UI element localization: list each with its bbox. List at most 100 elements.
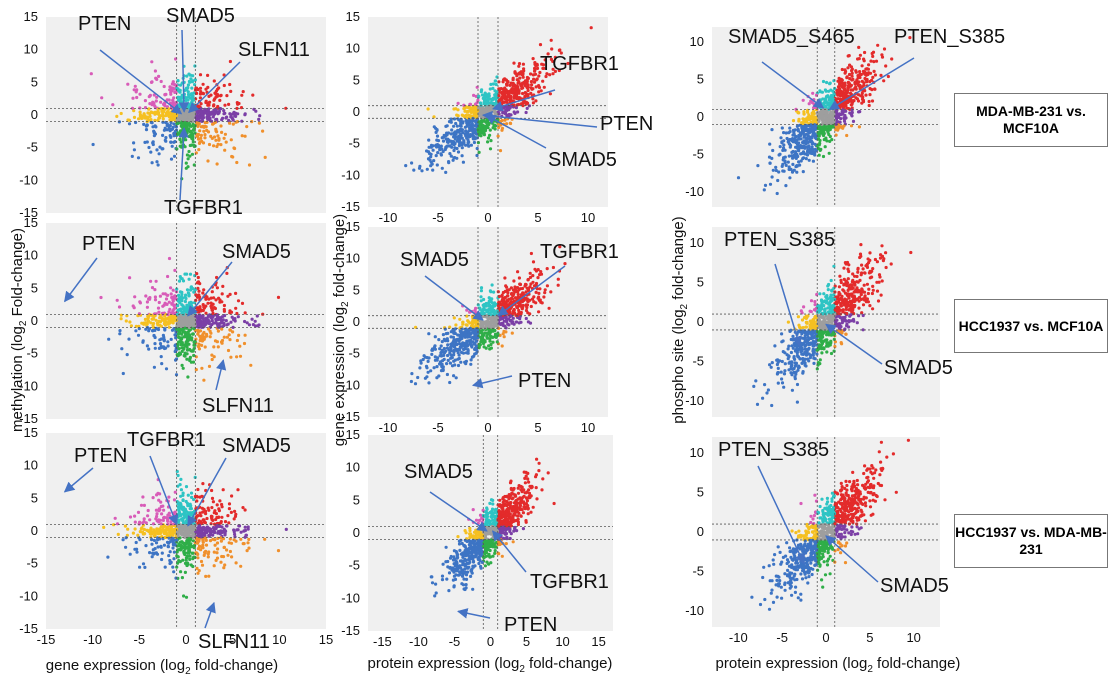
data-point xyxy=(452,353,456,357)
data-point xyxy=(159,545,163,549)
data-point xyxy=(164,367,169,371)
data-point xyxy=(174,336,178,340)
data-point xyxy=(215,317,219,321)
data-point xyxy=(240,134,244,138)
data-point xyxy=(102,525,106,530)
data-point xyxy=(257,121,261,125)
data-point xyxy=(209,296,213,300)
data-point xyxy=(127,118,131,122)
data-point xyxy=(247,163,252,167)
data-point xyxy=(440,147,444,151)
data-point xyxy=(166,344,170,348)
data-point xyxy=(183,570,187,575)
data-point xyxy=(430,575,434,579)
data-point xyxy=(210,308,214,312)
data-point xyxy=(482,345,486,349)
data-point xyxy=(205,317,209,321)
data-point xyxy=(206,159,210,163)
data-point xyxy=(186,83,190,87)
data-point xyxy=(191,97,195,101)
data-point xyxy=(511,292,515,296)
data-point xyxy=(455,553,459,557)
data-point xyxy=(213,543,217,547)
data-point xyxy=(223,148,227,152)
data-point xyxy=(482,133,486,137)
data-point xyxy=(525,106,529,110)
data-point xyxy=(148,528,152,532)
data-point xyxy=(458,548,462,553)
data-point xyxy=(173,140,177,144)
data-point xyxy=(236,528,240,532)
data-point xyxy=(134,329,138,333)
data-point xyxy=(197,141,202,145)
data-point xyxy=(249,363,253,367)
data-point xyxy=(492,290,496,294)
data-point xyxy=(494,93,498,97)
data-point xyxy=(116,532,120,537)
data-point xyxy=(529,80,534,84)
data-point xyxy=(187,149,191,154)
data-point xyxy=(250,317,254,321)
data-point xyxy=(206,552,210,556)
data-point xyxy=(529,91,533,95)
data-point xyxy=(427,145,431,149)
data-point xyxy=(162,102,166,106)
data-point xyxy=(160,109,164,113)
data-point xyxy=(445,362,449,366)
data-point xyxy=(534,99,538,103)
data-point xyxy=(142,114,146,118)
data-point xyxy=(156,528,160,532)
data-point xyxy=(177,293,181,297)
data-point xyxy=(527,488,531,492)
data-point xyxy=(142,122,146,126)
data-point xyxy=(480,88,484,92)
data-point xyxy=(162,508,166,512)
data-point xyxy=(139,116,144,120)
data-point xyxy=(514,290,519,294)
data-point xyxy=(188,272,193,276)
data-point xyxy=(505,108,509,112)
data-point xyxy=(215,117,219,121)
data-point xyxy=(473,308,477,312)
data-point xyxy=(518,282,522,286)
data-point xyxy=(198,92,203,96)
data-point xyxy=(508,98,512,102)
data-point xyxy=(517,62,522,66)
data-point xyxy=(468,109,472,113)
data-point xyxy=(234,291,238,295)
data-point xyxy=(197,122,201,126)
data-point xyxy=(471,107,475,111)
data-point xyxy=(136,333,141,337)
data-point xyxy=(512,279,516,283)
data-point xyxy=(194,88,198,92)
data-point xyxy=(197,293,201,297)
data-point xyxy=(150,286,155,290)
data-point xyxy=(469,143,473,147)
data-point xyxy=(171,100,175,104)
data-point xyxy=(176,505,180,509)
data-point xyxy=(155,512,159,516)
data-point xyxy=(525,305,529,310)
data-point xyxy=(196,275,200,280)
data-point xyxy=(519,293,523,297)
data-point xyxy=(177,559,181,563)
data-point xyxy=(464,327,468,331)
data-point xyxy=(251,93,255,97)
data-point xyxy=(509,104,513,108)
data-point xyxy=(217,524,221,529)
data-point xyxy=(433,335,437,339)
data-point xyxy=(491,97,495,101)
data-point xyxy=(165,110,169,114)
data-point xyxy=(224,116,228,120)
data-point xyxy=(420,169,424,173)
data-point xyxy=(188,307,192,311)
data-point xyxy=(524,303,528,307)
data-point xyxy=(184,98,188,103)
data-point xyxy=(524,308,529,313)
data-point xyxy=(125,353,129,357)
data-point xyxy=(432,125,436,129)
data-point xyxy=(222,303,226,308)
data-point xyxy=(224,319,228,323)
data-point xyxy=(200,116,204,120)
data-point xyxy=(531,101,536,105)
